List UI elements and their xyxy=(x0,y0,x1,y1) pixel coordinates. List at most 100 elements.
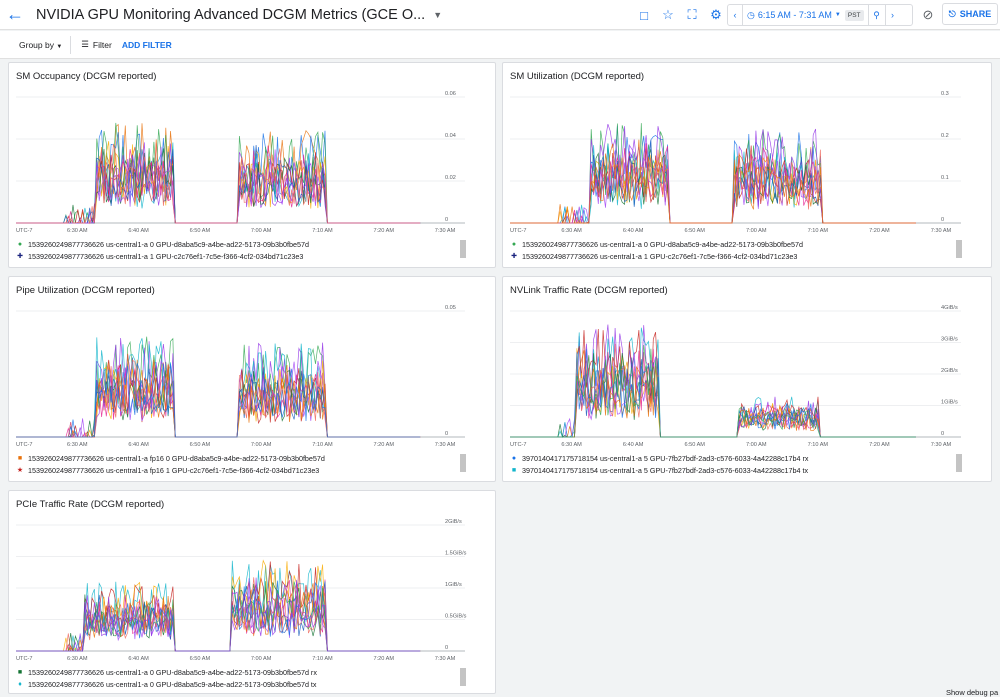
y-tick-label: 0.05 xyxy=(445,305,456,311)
x-tick-label: 7:00 AM xyxy=(746,442,767,448)
x-tick-label: UTC-7 xyxy=(16,228,32,234)
y-tick-label: 0 xyxy=(445,217,448,223)
chevron-left-icon[interactable]: ‹ xyxy=(733,10,737,20)
legend-label: 1539260249877736626 us-central1-a 0 GPU-… xyxy=(28,679,317,689)
chart-legend: ● 1539260249877736626 us-central1-a 0 GPU… xyxy=(16,238,309,262)
chart-plot[interactable]: 4GiB/s 3GiB/s 2GiB/s 1GiB/s 0 UTC-7 6:30 AM 6:4… xyxy=(503,277,993,483)
legend-item[interactable]: ■ 3970140417175718154 us-central1-a 5 GPU… xyxy=(510,464,809,476)
zoom-icon[interactable]: ⚲ xyxy=(873,9,880,20)
caret-down-icon: ▼ xyxy=(56,43,63,50)
legend-item[interactable]: ✚ 1539260249877736626 us-central1-a 1 GPU… xyxy=(510,250,803,262)
gear-icon[interactable]: ⚙ xyxy=(710,7,722,22)
filter-button[interactable]: ☰ Filter xyxy=(81,39,112,50)
series-line xyxy=(16,581,421,652)
chart-plot[interactable]: 2GiB/s 1.5GiB/s 1GiB/s 0.5GiB/s 0 UTC-7 6:30 A… xyxy=(9,491,497,695)
series-line xyxy=(16,337,421,438)
legend-item[interactable]: ✚ 1539260249877736626 us-central1-a 1 GPU… xyxy=(16,250,309,262)
chevron-right-icon[interactable]: › xyxy=(891,10,895,20)
series-line xyxy=(510,324,916,438)
series-line xyxy=(510,149,916,224)
legend-item[interactable]: ● 1539260249877736626 us-central1-a 0 GPU… xyxy=(16,238,309,250)
share-label: SHARE xyxy=(959,9,992,19)
y-tick-label: 0.5GiB/s xyxy=(445,614,467,620)
add-filter-button[interactable]: ADD FILTER xyxy=(121,39,172,50)
filter-icon: ☰ xyxy=(81,39,89,49)
y-tick-label: 0 xyxy=(941,217,944,223)
series-line xyxy=(510,328,916,438)
series-line xyxy=(16,560,421,652)
x-tick-label: 7:00 AM xyxy=(251,228,272,234)
legend-marker-icon: ■ xyxy=(511,466,517,474)
legend-item[interactable]: ■ 1539260249877736626 us-central1-a fp16 … xyxy=(16,452,325,464)
series-line xyxy=(510,348,916,438)
series-line xyxy=(16,582,421,652)
sync-off-icon[interactable]: ⊘ xyxy=(922,7,934,22)
x-tick-label: 7:00 AM xyxy=(251,442,272,448)
x-tick-label: 7:30 AM xyxy=(931,442,952,448)
series-line xyxy=(16,583,421,652)
x-tick-label: 7:30 AM xyxy=(435,228,456,234)
show-debug-link[interactable]: Show debug pa xyxy=(946,688,999,697)
legend-item[interactable]: ● 1539260249877736626 us-central1-a 0 GPU… xyxy=(510,238,803,250)
fullscreen-icon[interactable]: ⛶ xyxy=(687,7,697,22)
series-line xyxy=(16,360,421,438)
timezone-badge[interactable]: PST xyxy=(844,9,864,21)
x-tick-label: 7:30 AM xyxy=(931,228,952,234)
series-line xyxy=(16,559,421,652)
clock-icon: ◷ xyxy=(747,9,755,20)
series-line xyxy=(16,359,421,438)
x-tick-label: 7:10 AM xyxy=(808,228,829,234)
legend-item[interactable]: ■ 1539260249877736626 us-central1-a 0 GPU… xyxy=(16,666,317,678)
legend-item[interactable]: ● 3970140417175718154 us-central1-a 5 GPU… xyxy=(510,452,809,464)
y-tick-label: 0.1 xyxy=(941,175,949,181)
legend-scrollbar[interactable] xyxy=(460,668,466,686)
y-tick-label: 1GiB/s xyxy=(941,400,958,406)
y-tick-label: 3GiB/s xyxy=(941,337,958,343)
x-tick-label: 6:50 AM xyxy=(190,656,211,662)
caret-down-icon[interactable]: ▼ xyxy=(433,9,443,20)
legend-label: 1539260249877736626 us-central1-a fp16 0… xyxy=(28,453,325,463)
legend-scrollbar[interactable] xyxy=(956,454,962,472)
group-by-dropdown[interactable]: Group by ▼ xyxy=(19,40,62,50)
dashboard-title[interactable]: NVIDIA GPU Monitoring Advanced DCGM Metr… xyxy=(36,6,426,23)
x-tick-label: 7:00 AM xyxy=(251,656,272,662)
legend-marker-icon: ● xyxy=(17,240,23,248)
chevron-down-icon[interactable]: ▼ xyxy=(834,12,841,18)
comment-icon[interactable]: □ xyxy=(640,7,648,23)
chart-card: NVLink Traffic Rate (DCGM reported) 4GiB/… xyxy=(502,276,992,482)
time-range-label[interactable]: 6:15 AM - 7:31 AM xyxy=(757,10,832,20)
star-icon[interactable]: ☆ xyxy=(662,7,674,22)
legend-item[interactable]: ♦ 1539260249877736626 us-central1-a 0 GPU… xyxy=(16,678,317,690)
legend-scrollbar[interactable] xyxy=(460,454,466,472)
chart-card: PCIe Traffic Rate (DCGM reported) 2GiB/s 1… xyxy=(8,490,496,694)
chart-plot[interactable]: 0.3 0.2 0.1 0 UTC-7 6:30 AM 6:40 AM 6:50 AM 7:00… xyxy=(503,63,993,269)
legend-label: 1539260249877736626 us-central1-a fp16 1… xyxy=(28,465,320,475)
x-tick-label: 7:10 AM xyxy=(808,442,829,448)
divider xyxy=(884,4,886,26)
chart-card: SM Occupancy (DCGM reported) 0.06 0.04 0.02… xyxy=(8,62,496,268)
x-tick-label: 7:10 AM xyxy=(312,442,333,448)
x-tick-label: 7:20 AM xyxy=(373,442,394,448)
legend-item[interactable]: ★ 1539260249877736626 us-central1-a fp16 … xyxy=(16,464,325,476)
arrow-back-icon[interactable]: ← xyxy=(6,4,24,24)
legend-label: 3970140417175718154 us-central1-a 5 GPU-… xyxy=(522,453,809,463)
chart-plot[interactable]: 0.06 0.04 0.02 0 UTC-7 6:30 AM 6:40 AM 6:50 AM 7… xyxy=(9,63,497,269)
series-line xyxy=(16,143,421,224)
share-button[interactable]: ⎋ SHARE xyxy=(942,3,998,25)
chart-legend: ● 3970140417175718154 us-central1-a 5 GPU… xyxy=(510,452,809,476)
chart-legend: ■ 1539260249877736626 us-central1-a 0 GPU… xyxy=(16,666,317,690)
series-line xyxy=(510,344,916,438)
legend-scrollbar[interactable] xyxy=(460,240,466,258)
y-tick-label: 0.3 xyxy=(941,91,949,97)
y-tick-label: 0 xyxy=(445,431,448,437)
series-line xyxy=(16,145,421,224)
legend-scrollbar[interactable] xyxy=(956,240,962,258)
x-tick-label: 6:30 AM xyxy=(561,228,582,234)
series-line xyxy=(16,357,421,438)
y-tick-label: 0.04 xyxy=(445,133,456,139)
chart-plot[interactable]: 0.05 0 UTC-7 6:30 AM 6:40 AM 6:50 AM 7:00 AM 7:… xyxy=(9,277,497,483)
y-tick-label: 2GiB/s xyxy=(445,519,462,525)
top-bar: ← NVIDIA GPU Monitoring Advanced DCGM Me… xyxy=(0,0,1000,30)
share-icon: ⎋ xyxy=(948,8,956,19)
divider xyxy=(867,4,869,26)
